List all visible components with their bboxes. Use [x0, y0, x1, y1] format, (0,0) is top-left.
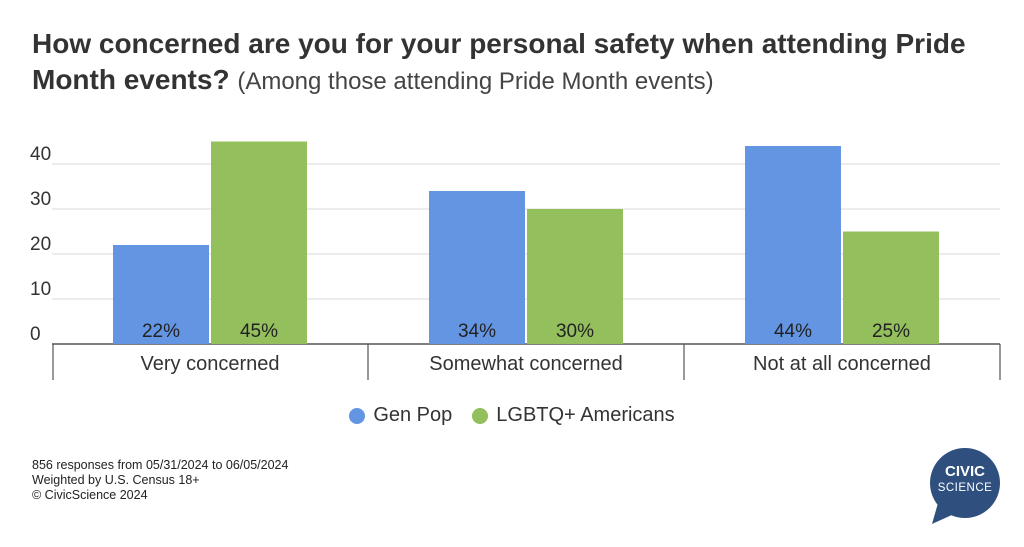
legend-item: LGBTQ+ Americans [472, 404, 675, 427]
bar [113, 245, 209, 344]
footer-copyright: © CivicScience 2024 [32, 488, 148, 502]
footer-responses: 856 responses from 05/31/2024 to 06/05/2… [32, 458, 289, 472]
y-tick-label: 10 [30, 279, 51, 300]
logo-circle [930, 448, 1000, 518]
legend-swatch [472, 407, 489, 424]
y-tick-label: 40 [30, 144, 51, 165]
bar [527, 209, 623, 344]
chart-footer: 856 responses from 05/31/2024 to 06/05/2… [32, 458, 288, 503]
bar-data-label: 45% [240, 321, 278, 342]
bar-data-label: 25% [872, 321, 910, 342]
bar [843, 231, 939, 344]
civicscience-logo [930, 448, 1000, 524]
bar [745, 146, 841, 344]
bar-data-label: 34% [458, 321, 496, 342]
y-tick-label: 30 [30, 189, 51, 210]
y-tick-label: 20 [30, 234, 51, 255]
bar-data-label: 44% [774, 321, 812, 342]
footer-weighting: Weighted by U.S. Census 18+ [32, 473, 200, 487]
bar [429, 191, 525, 344]
x-tick-label: Very concerned [141, 353, 280, 375]
legend-item: Gen Pop [349, 404, 452, 427]
chart-legend: Gen Pop LGBTQ+ Americans [0, 404, 1024, 430]
logo-line2: SCIENCE [937, 482, 993, 494]
x-tick-label: Not at all concerned [753, 353, 931, 375]
bar [211, 141, 307, 344]
bar-chart: 0 10 20 30 40 22% 45% Very concerned 34% 30% Somew… [30, 141, 1001, 380]
y-tick-label: 0 [30, 324, 41, 345]
logo-tail [932, 503, 954, 524]
bar-data-label: 22% [142, 321, 180, 342]
chart-title-main: How concerned are you for your personal … [32, 28, 966, 95]
legend-label: Gen Pop [373, 404, 453, 426]
logo-line1: CIVIC [944, 463, 985, 480]
bar-data-label: 30% [556, 321, 594, 342]
legend-swatch [349, 407, 366, 424]
logo-text: CIVIC SCIENCE [928, 464, 1002, 496]
chart-title: How concerned are you for your personal … [32, 26, 1002, 100]
legend-label: LGBTQ+ Americans [496, 404, 675, 426]
chart-title-sub: (Among those attending Pride Month event… [237, 68, 714, 95]
x-tick-label: Somewhat concerned [429, 353, 622, 375]
